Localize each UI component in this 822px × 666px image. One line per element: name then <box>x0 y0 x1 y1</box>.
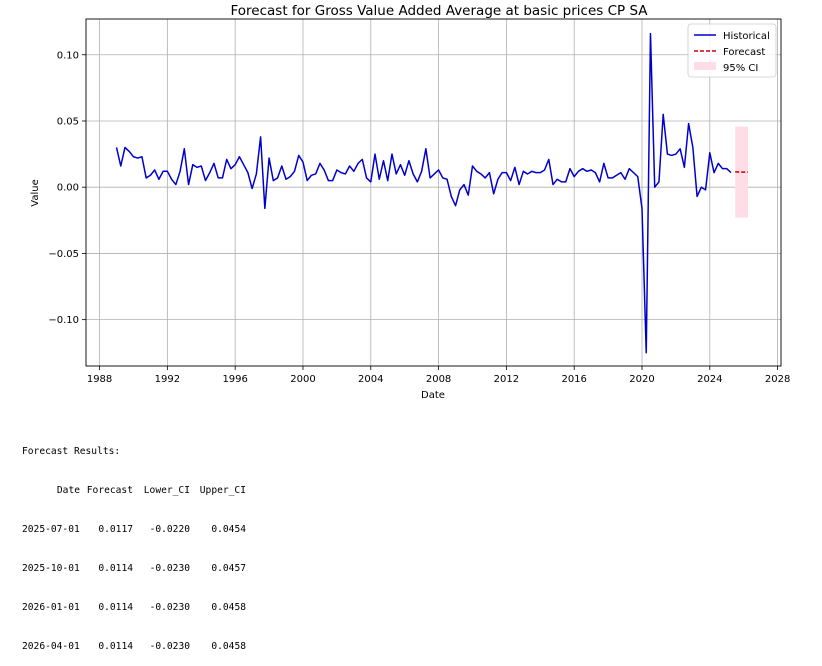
chart-title: Forecast for Gross Value Added Average a… <box>230 3 648 19</box>
y-tick-label: −0.10 <box>48 315 79 326</box>
x-tick-label: 1992 <box>155 374 180 385</box>
results-cell-date: 2026-04-01 <box>22 640 80 653</box>
results-cell-lower: -0.0230 <box>133 640 190 653</box>
forecast-chart: Forecast for Gross Value Added Average a… <box>0 0 822 410</box>
x-tick-label: 2016 <box>561 374 586 385</box>
results-header-lower: Lower_CI <box>133 484 190 497</box>
y-axis-label: Value <box>30 179 41 206</box>
y-axis-ticks: −0.10 −0.05 0.00 0.05 0.10 <box>48 50 86 326</box>
x-tick-label: 2012 <box>494 374 519 385</box>
results-cell-date: 2025-07-01 <box>22 523 80 536</box>
legend: Historical Forecast 95% CI <box>688 24 776 77</box>
results-header-date: Date <box>22 484 80 497</box>
legend-forecast-label: Forecast <box>723 47 765 58</box>
y-tick-label: −0.05 <box>48 249 79 260</box>
x-axis-label: Date <box>421 390 445 401</box>
y-tick-label: 0.10 <box>57 50 79 61</box>
x-tick-label: 2008 <box>426 374 451 385</box>
legend-ci-label: 95% CI <box>723 63 758 74</box>
results-cell-forecast: 0.0114 <box>80 640 133 653</box>
results-cell-upper: 0.0458 <box>190 601 246 614</box>
results-cell-lower: -0.0230 <box>133 601 190 614</box>
results-cell-upper: 0.0458 <box>190 640 246 653</box>
results-cell-lower: -0.0230 <box>133 562 190 575</box>
results-cell-lower: -0.0220 <box>133 523 190 536</box>
results-title: Forecast Results: <box>22 445 246 458</box>
x-tick-label: 2020 <box>629 374 654 385</box>
x-tick-label: 2028 <box>765 374 790 385</box>
results-cell-upper: 0.0454 <box>190 523 246 536</box>
x-tick-label: 2000 <box>290 374 315 385</box>
y-tick-label: 0.00 <box>57 183 79 194</box>
legend-historical-label: Historical <box>723 31 770 42</box>
plot-frame <box>86 19 781 366</box>
results-cell-date: 2026-01-01 <box>22 601 80 614</box>
x-tick-label: 2004 <box>358 374 383 385</box>
grid-lines <box>86 19 781 366</box>
results-cell-forecast: 0.0114 <box>80 601 133 614</box>
series-lines <box>117 34 748 353</box>
results-cell-upper: 0.0457 <box>190 562 246 575</box>
x-axis-ticks: 1988 1992 1996 2000 2004 2008 2012 2016 2020 2024… <box>87 366 791 385</box>
x-tick-label: 1988 <box>87 374 112 385</box>
results-cell-date: 2025-10-01 <box>22 562 80 575</box>
historical-series-line <box>117 34 731 353</box>
results-header-forecast: Forecast <box>80 484 133 497</box>
x-tick-label: 2024 <box>697 374 722 385</box>
x-tick-label: 1996 <box>222 374 247 385</box>
results-header-upper: Upper_CI <box>190 484 246 497</box>
y-tick-label: 0.05 <box>57 116 79 127</box>
results-cell-forecast: 0.0114 <box>80 562 133 575</box>
legend-ci-swatch <box>694 62 716 70</box>
results-cell-forecast: 0.0117 <box>80 523 133 536</box>
